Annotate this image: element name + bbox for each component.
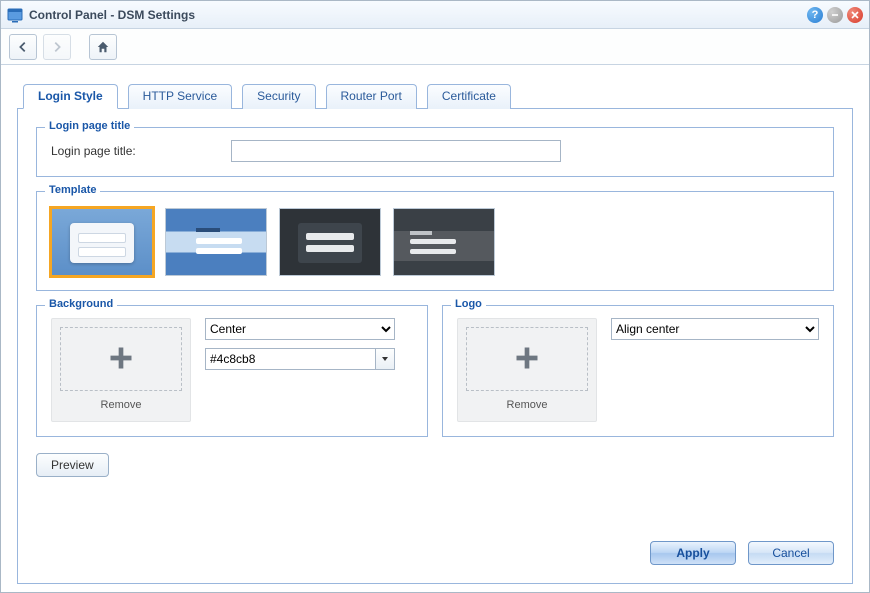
- tab-security[interactable]: Security: [242, 84, 315, 109]
- cancel-button[interactable]: Cancel: [748, 541, 834, 565]
- tab-login-style[interactable]: Login Style: [23, 84, 118, 109]
- toolbar: [1, 29, 869, 65]
- apply-button[interactable]: Apply: [650, 541, 736, 565]
- bg-logo-row: Background Remove Center: [36, 305, 834, 451]
- background-color-input[interactable]: [205, 348, 375, 370]
- background-color-combo: [205, 348, 395, 370]
- login-title-label: Login page title:: [51, 144, 231, 158]
- background-color-dropdown-arrow[interactable]: [375, 348, 395, 370]
- template-option-2[interactable]: [165, 208, 267, 276]
- tab-panel: Login page title Login page title: Templ…: [17, 109, 853, 584]
- plus-icon: [513, 344, 541, 375]
- template-option-1[interactable]: [51, 208, 153, 276]
- logo-upload-box: Remove: [457, 318, 597, 422]
- background-remove-link[interactable]: Remove: [60, 397, 182, 413]
- background-upload-box: Remove: [51, 318, 191, 422]
- background-position-select[interactable]: Center: [205, 318, 395, 340]
- login-title-input[interactable]: [231, 140, 561, 162]
- app-icon: [7, 7, 23, 23]
- help-icon[interactable]: ?: [807, 7, 823, 23]
- legend-logo: Logo: [451, 298, 486, 310]
- logo-upload-drop[interactable]: [466, 327, 588, 391]
- legend-background: Background: [45, 298, 117, 310]
- fieldset-logo: Logo Remove Align center: [442, 305, 834, 437]
- legend-template: Template: [45, 184, 100, 196]
- titlebar-controls: ?: [807, 7, 863, 23]
- window-title: Control Panel - DSM Settings: [29, 8, 807, 22]
- logo-align-select[interactable]: Align center: [611, 318, 819, 340]
- template-list: [51, 204, 819, 276]
- template-option-3[interactable]: [279, 208, 381, 276]
- tabstrip: Login Style HTTP Service Security Router…: [17, 83, 853, 109]
- tab-certificate[interactable]: Certificate: [427, 84, 511, 109]
- fieldset-background: Background Remove Center: [36, 305, 428, 437]
- minimize-icon[interactable]: [827, 7, 843, 23]
- background-upload-drop[interactable]: [60, 327, 182, 391]
- template-option-4[interactable]: [393, 208, 495, 276]
- plus-icon: [107, 344, 135, 375]
- action-buttons: Apply Cancel: [36, 531, 834, 565]
- tab-router-port[interactable]: Router Port: [326, 84, 417, 109]
- titlebar: Control Panel - DSM Settings ?: [1, 1, 869, 29]
- home-button[interactable]: [89, 34, 117, 60]
- logo-remove-link[interactable]: Remove: [466, 397, 588, 413]
- tab-http-service[interactable]: HTTP Service: [128, 84, 232, 109]
- forward-button: [43, 34, 71, 60]
- back-button[interactable]: [9, 34, 37, 60]
- fieldset-template: Template: [36, 191, 834, 291]
- close-icon[interactable]: [847, 7, 863, 23]
- fieldset-login-title: Login page title Login page title:: [36, 127, 834, 177]
- preview-button[interactable]: Preview: [36, 453, 109, 477]
- body: Login Style HTTP Service Security Router…: [1, 65, 869, 592]
- legend-login-title: Login page title: [45, 120, 134, 132]
- window: Control Panel - DSM Settings ? Login Sty…: [0, 0, 870, 593]
